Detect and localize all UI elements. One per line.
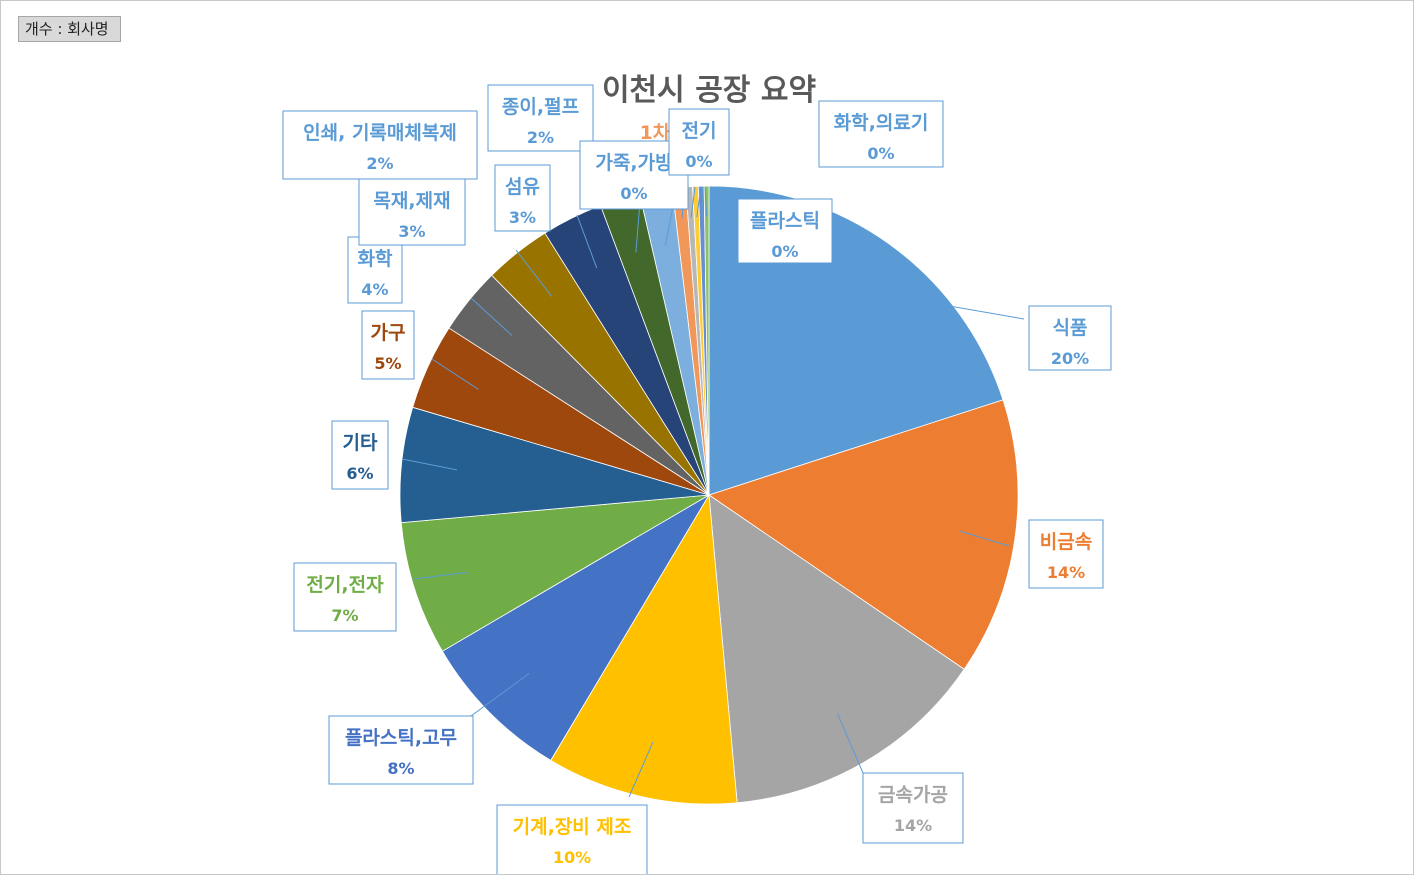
data-label[interactable]: 기타 6% [331,420,389,490]
data-label-box [331,420,389,490]
leader-line [470,673,530,717]
data-label-box [347,236,403,304]
data-label[interactable]: 플라스틱 0% [737,198,833,264]
data-label[interactable]: 화학,의료기 0% [818,100,944,168]
data-label-box [293,562,397,632]
leader-line [413,571,468,580]
data-label-box [361,310,415,380]
leader-line [836,713,864,774]
data-label[interactable]: 플라스틱,고무 8% [328,715,474,785]
pie-slice[interactable] [708,399,1019,670]
data-label[interactable]: 목재,제재 3% [358,178,466,246]
data-label-value: 7% [331,606,358,625]
leader-line [690,186,696,218]
data-label-name: 기계,장비 제조 [513,816,632,838]
data-label-box [818,100,944,168]
data-label-box [668,108,730,176]
data-label[interactable]: 가구 5% [361,310,415,380]
data-label-value: 2% [366,154,393,173]
pie-slice[interactable] [708,494,965,804]
data-label-value: 20% [1051,349,1089,368]
data-label-name: 플라스틱 [750,210,820,232]
data-label-box [862,772,964,844]
data-label-name: 전기 [682,120,717,142]
data-label-value: 3% [398,222,425,241]
leader-line [858,289,1025,320]
data-label[interactable]: 화학 4% [347,236,403,304]
data-label-name: 섬유 [505,176,540,198]
data-label[interactable]: 종이,펄프 2% [487,84,594,152]
data-label-value: 8% [387,759,414,778]
leader-line [696,186,702,218]
leader-line [701,186,704,218]
data-label[interactable]: 금속가공 14% [862,772,964,844]
leader-line [576,214,598,269]
leader-line [470,297,513,336]
data-label-box [328,715,474,785]
leaders-layer [401,184,1025,798]
slices-layer [399,185,1019,805]
data-label-name: 금속가공 [878,784,948,806]
data-label-value: 4% [361,280,388,299]
data-label-name: 전기,전자 [306,574,384,596]
data-label-value: 0% [620,184,647,203]
data-label-name: 목재,제재 [373,190,450,212]
data-label-value: 0% [685,152,712,171]
data-label[interactable]: 섬유 3% [494,164,551,232]
data-label-box [358,178,466,246]
data-label-value: 5% [374,354,401,373]
leader-line [704,186,708,217]
data-label[interactable]: 전기 0% [668,108,730,176]
data-label[interactable]: 식품 20% [1028,305,1112,371]
data-label-value: 14% [1047,563,1085,582]
labels-layer: 식품 20% 비금속 14% 금속가공 14% 기계,장비 제조 10% 플라스틱,고무 8% 전기… [282,84,1112,874]
pie-slice[interactable] [550,493,738,805]
data-label-value: 0% [771,242,798,261]
data-label-box [1028,305,1112,371]
data-label[interactable]: 비금속 14% [1028,519,1104,589]
data-label-box [737,198,833,264]
data-label-box [282,110,478,180]
leader-line [959,530,1010,547]
data-label-name: 1차 [640,122,671,144]
data-label-value: 2% [527,128,554,147]
data-label[interactable]: 전기,전자 7% [293,562,397,632]
leader-line [515,249,553,297]
data-label[interactable]: 1차 [640,122,671,144]
field-button[interactable]: 개수 : 회사명 [18,16,121,42]
data-label-box [494,164,551,232]
chart-title: 이천시 공장 요약 [602,73,816,108]
data-label-name: 기타 [343,432,378,454]
data-label-name: 비금속 [1040,531,1092,553]
leader-line [431,358,479,390]
data-label-name: 가죽,가방 [595,152,673,174]
data-label-name: 종이,펄프 [502,96,579,118]
pie-slice[interactable] [400,494,710,652]
data-label-value: 0% [867,144,894,163]
leader-line [401,458,457,471]
data-label-box [487,84,594,152]
data-label-value: 6% [346,464,373,483]
pie-slice[interactable] [441,494,710,761]
data-label-name: 플라스틱,고무 [345,727,457,749]
data-label-value: 14% [894,816,932,835]
data-label-box [1028,519,1104,589]
data-label-name: 화학,의료기 [834,112,929,134]
data-label-name: 식품 [1053,317,1088,339]
leader-line [628,741,654,798]
data-label-name: 화학 [358,248,393,270]
pie-slice[interactable] [703,185,710,496]
data-label-box [496,804,648,874]
data-label-value: 10% [553,848,591,867]
data-label[interactable]: 기계,장비 제조 10% [496,804,648,874]
data-label-name: 가구 [371,322,406,344]
data-label[interactable]: 인쇄, 기록매체복제 2% [282,110,478,180]
data-label-value: 3% [509,208,536,227]
data-label-name: 인쇄, 기록매체복제 [303,122,457,144]
